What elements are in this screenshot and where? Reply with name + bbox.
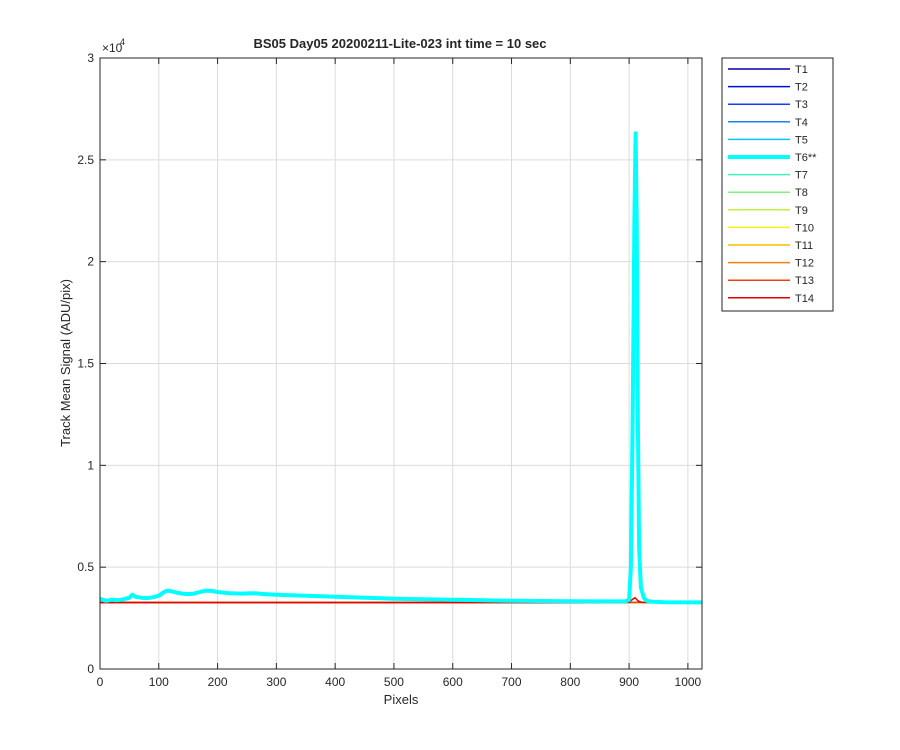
y-exponent-power: 4 (120, 37, 125, 47)
chart-title: BS05 Day05 20200211-Lite-023 int time = … (253, 36, 546, 51)
x-tick-label: 600 (443, 675, 463, 689)
y-tick-label: 0.5 (77, 560, 94, 574)
legend-label: T14 (795, 293, 814, 305)
legend-label: T5 (795, 134, 808, 146)
x-tick-label: 900 (619, 675, 639, 689)
y-tick-label: 2 (87, 255, 94, 269)
legend-box (721, 57, 834, 312)
x-tick-label: 400 (325, 675, 345, 689)
x-tick-label: 0 (97, 675, 104, 689)
y-axis-label: Track Mean Signal (ADU/pix) (58, 279, 73, 447)
x-tick-label: 100 (149, 675, 169, 689)
legend: T1 T2 T3 T4 T5 T6** T7 T8 T9 T10 T11 T12 T13 T14 (721, 57, 834, 312)
x-axis-label: Pixels (384, 692, 419, 707)
x-tick-label: 500 (384, 675, 404, 689)
legend-label: T3 (795, 99, 808, 111)
legend-label: T8 (795, 187, 808, 199)
y-tick-label: 3 (87, 51, 94, 65)
x-tick-label: 300 (266, 675, 286, 689)
legend-label: T1 (795, 64, 808, 76)
y-tick-label: 2.5 (77, 153, 94, 167)
plot-series (99, 131, 702, 605)
x-tick-label: 700 (502, 675, 522, 689)
legend-label: T4 (795, 117, 808, 129)
legend-label: T7 (795, 170, 808, 182)
y-tick-label: 1.5 (77, 357, 94, 371)
legend-label: T13 (795, 275, 814, 287)
legend-label: T2 (795, 82, 808, 94)
y-tick-label: 1 (87, 458, 94, 472)
x-tick-label: 1000 (675, 675, 702, 689)
y-tick-label: 0 (87, 662, 94, 676)
x-tick-label: 800 (560, 675, 580, 689)
legend-label: T11 (795, 240, 813, 252)
legend-label: T10 (795, 222, 814, 234)
legend-label: T12 (795, 258, 814, 270)
legend-entries: T1 T2 T3 T4 T5 T6** T7 T8 T9 T10 T11 T12 T13 T14 (728, 64, 817, 305)
y-exponent-label: ×10 (102, 41, 123, 55)
legend-label: T9 (795, 205, 808, 217)
x-tick-label: 200 (208, 675, 228, 689)
series-line-t6 (99, 131, 702, 605)
legend-label: T6** (795, 152, 817, 164)
axis-ticks: 0 100 200 300 400 500 600 700 800 900 1000 0 0.5 1 1.5… (77, 51, 702, 689)
